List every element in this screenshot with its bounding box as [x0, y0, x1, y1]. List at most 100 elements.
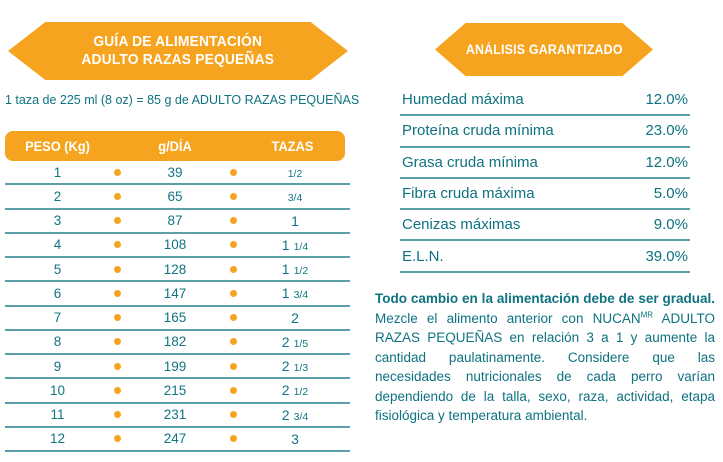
note-trademark-sup: MR: [640, 310, 654, 319]
grams-value: 182: [163, 334, 187, 350]
analysis-value: 23.0%: [645, 122, 688, 140]
analysis-label: Fibra cruda máxima: [402, 185, 535, 203]
bullet-icon: [226, 168, 240, 176]
analysis-table: Humedad máxima 12.0% Proteína cruda míni…: [400, 85, 690, 273]
grams-value: 39: [167, 164, 183, 180]
weight-value: 9: [53, 358, 62, 374]
bullet-icon: [226, 314, 240, 322]
analysis-label: Cenizas máximas: [402, 216, 521, 234]
bullet-icon: [110, 265, 124, 273]
bullet-icon: [110, 217, 124, 225]
feeding-table-row: 11 231 2 3/4: [5, 404, 350, 428]
analysis-row: Cenizas máximas 9.0%: [400, 210, 690, 242]
bullet-icon: [110, 411, 124, 419]
column-header-gdia: g/DÍA: [158, 138, 192, 154]
analysis-value: 12.0%: [645, 91, 688, 109]
transition-note: Todo cambio en la alimentación debe de s…: [375, 289, 715, 426]
cups-value: 2 3/4: [281, 406, 309, 423]
feeding-table-row: 4 108 1 1/4: [5, 234, 350, 258]
feeding-table-row: 12 247 3: [5, 428, 350, 452]
grams-value: 147: [163, 285, 187, 301]
feeding-table-body: 1 39 1/2 2 65 3/4 3 87 1 4 108 1 1/4 5 12…: [5, 161, 350, 452]
bullet-icon: [226, 289, 240, 297]
feeding-table-row: 8 182 2 1/5: [5, 331, 350, 355]
analysis-row: Humedad máxima 12.0%: [400, 85, 690, 117]
feeding-table-row: 10 215 2 1/2: [5, 379, 350, 404]
column-header-peso: PESO (Kg): [25, 138, 90, 154]
note-text-after-sup: ADULTO RAZAS PEQUEÑAS en relación 3 a 1 …: [375, 310, 715, 424]
weight-value: 4: [53, 237, 62, 253]
analysis-row: E.L.N. 39.0%: [400, 241, 690, 273]
feeding-guide-banner-text: GUÍA DE ALIMENTACIÓN ADULTO RAZAS PEQUEÑ…: [82, 33, 275, 69]
bullet-icon: [226, 265, 240, 273]
grams-value: 108: [163, 237, 187, 253]
bullet-icon: [110, 241, 124, 249]
feeding-guide-banner: GUÍA DE ALIMENTACIÓN ADULTO RAZAS PEQUEÑ…: [8, 22, 348, 80]
note-bold-sentence: Todo cambio en la alimentación debe de s…: [375, 291, 715, 306]
analysis-label: Grasa cruda mínima: [402, 153, 538, 171]
weight-value: 1: [53, 164, 62, 180]
grams-value: 128: [163, 261, 187, 277]
analysis-label: Humedad máxima: [402, 91, 524, 109]
feeding-table-row: 5 128 1 1/2: [5, 258, 350, 283]
weight-value: 8: [53, 334, 62, 350]
analysis-label: E.L.N.: [402, 247, 444, 265]
bullet-icon: [110, 192, 124, 200]
cups-value: 2: [291, 309, 299, 326]
grams-value: 199: [163, 358, 187, 374]
feeding-table-row: 7 165 2: [5, 307, 350, 331]
analysis-label: Proteína cruda mínima: [402, 122, 554, 140]
weight-value: 7: [53, 310, 62, 326]
cups-value: 1 1/2: [281, 261, 309, 278]
cup-equivalence-note: 1 taza de 225 ml (8 oz) = 85 g de ADULTO…: [5, 93, 360, 107]
weight-value: 5: [53, 261, 62, 277]
bullet-icon: [110, 168, 124, 176]
grams-value: 247: [163, 431, 187, 447]
feeding-table-row: 1 39 1/2: [5, 161, 350, 186]
bullet-icon: [110, 362, 124, 370]
feeding-table-row: 6 147 1 3/4: [5, 282, 350, 307]
bullet-icon: [110, 289, 124, 297]
cups-value: 2 1/3: [281, 358, 309, 375]
cups-value: 1/2: [287, 168, 303, 181]
analysis-value: 5.0%: [653, 185, 688, 203]
analysis-row: Fibra cruda máxima 5.0%: [400, 179, 690, 211]
grams-value: 215: [163, 382, 187, 398]
cups-value: 3: [291, 430, 299, 447]
column-header-tazas: TAZAS: [271, 138, 314, 154]
grams-value: 231: [163, 407, 187, 423]
analysis-row: Proteína cruda mínima 23.0%: [400, 116, 690, 148]
weight-value: 10: [49, 382, 66, 398]
analysis-value: 9.0%: [653, 216, 688, 234]
weight-value: 3: [53, 213, 62, 229]
analysis-value: 39.0%: [645, 247, 688, 265]
cups-value: 1: [291, 212, 299, 229]
grams-value: 165: [163, 310, 187, 326]
grams-value: 87: [167, 213, 183, 229]
bullet-icon: [226, 338, 240, 346]
banner-title-line1: GUÍA DE ALIMENTACIÓN: [93, 33, 263, 50]
analysis-row: Grasa cruda mínima 12.0%: [400, 148, 690, 179]
bullet-icon: [110, 314, 124, 322]
analysis-value: 12.0%: [645, 153, 688, 171]
bullet-icon: [110, 338, 124, 346]
cups-value: 1 3/4: [281, 285, 309, 302]
bullet-icon: [226, 192, 240, 200]
guaranteed-analysis-section: ANÁLISIS GARANTIZADO Humedad máxima 12.0…: [375, 0, 720, 462]
grams-value: 65: [167, 188, 183, 204]
weight-value: 12: [49, 431, 66, 447]
bullet-icon: [226, 362, 240, 370]
bullet-icon: [226, 241, 240, 249]
feeding-table-row: 3 87 1: [5, 210, 350, 234]
feeding-guide-section: GUÍA DE ALIMENTACIÓN ADULTO RAZAS PEQUEÑ…: [5, 0, 360, 462]
banner-title-line2: ADULTO RAZAS PEQUEÑAS: [81, 51, 275, 68]
feeding-table-header: PESO (Kg) g/DÍA TAZAS: [5, 131, 345, 161]
weight-value: 6: [53, 285, 62, 301]
bullet-icon: [226, 435, 240, 443]
weight-value: 11: [50, 407, 65, 423]
analysis-banner: ANÁLISIS GARANTIZADO: [435, 23, 653, 76]
bullet-icon: [110, 386, 124, 394]
note-text-before-sup: Mezcle el alimento anterior con NUCAN: [375, 310, 641, 326]
analysis-banner-text: ANÁLISIS GARANTIZADO: [465, 42, 623, 57]
